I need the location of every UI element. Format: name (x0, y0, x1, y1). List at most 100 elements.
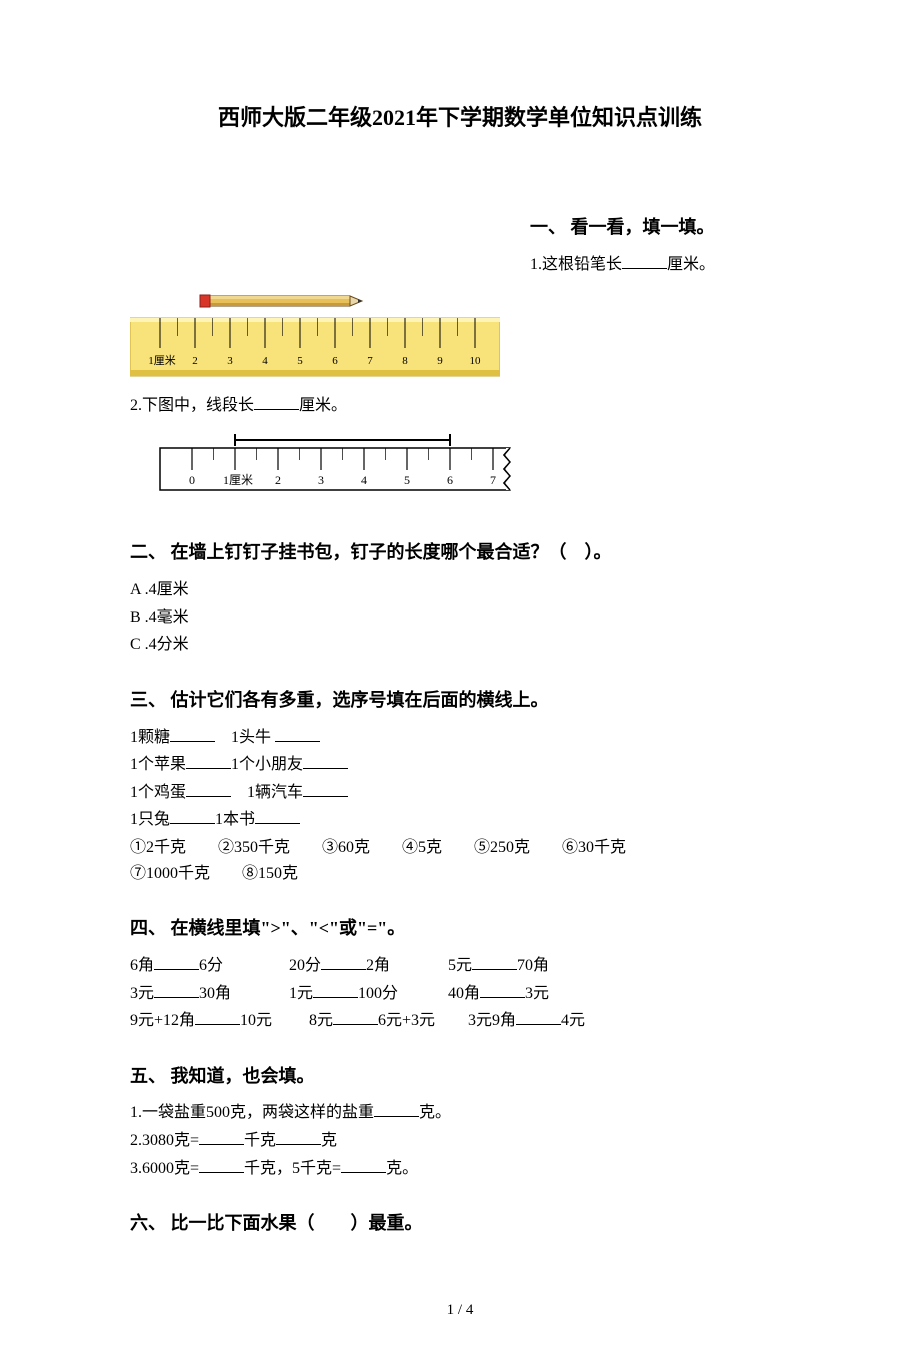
svg-text:6: 6 (332, 355, 338, 367)
ruler2-figure: 0 1厘米 2 3 4 5 6 7 (130, 430, 790, 500)
q1-suffix: 厘米。 (667, 256, 715, 273)
q5-3-blank2[interactable] (341, 1157, 386, 1173)
option-c[interactable]: C .4分米 (130, 632, 790, 658)
q4-1-1-l: 1元 (289, 985, 313, 1002)
q3-0-a: 1颗糖 (130, 729, 170, 746)
section-2-header: 二、 在墙上钉钉子挂书包，钉子的长度哪个最合适？（ ）。 (130, 538, 790, 567)
q4-2-0-blank[interactable] (195, 1009, 240, 1025)
q4-1-0-l: 3元 (130, 985, 154, 1002)
ruler-icon: 1厘米 2 3 4 5 6 7 8 9 10 (130, 318, 500, 376)
q4-0-2-l: 5元 (448, 957, 472, 974)
q5-1: 1.一袋盐重500克，两袋这样的盐重克。 (130, 1100, 790, 1126)
q4-1-2-r: 3元 (525, 985, 549, 1002)
svg-text:8: 8 (402, 355, 408, 367)
q4-2-1-r: 6元+3元 (378, 1012, 435, 1029)
q3-3-b-blank[interactable] (255, 808, 300, 824)
q3-choices-line1: ①2千克 ②350千克 ③60克 ④5克 ⑤250克 ⑥30千克 (130, 835, 790, 861)
q2-blank[interactable] (254, 394, 299, 410)
q4-0-0-l: 6角 (130, 957, 154, 974)
option-a[interactable]: A .4厘米 (130, 577, 790, 603)
q5-2-a: 2.3080克= (130, 1132, 199, 1149)
q1-text: 1.这根铅笔长 厘米。 (530, 252, 790, 278)
section-6-header: 六、 比一比下面水果（ ）最重。 (130, 1209, 790, 1238)
q3-choices-line2: ⑦1000千克 ⑧150克 (130, 861, 790, 887)
svg-text:1厘米: 1厘米 (148, 354, 176, 367)
q4-2-2-blank[interactable] (516, 1009, 561, 1025)
svg-text:1厘米: 1厘米 (223, 473, 253, 487)
q4-0-0-r: 6分 (199, 957, 223, 974)
svg-text:4: 4 (262, 355, 268, 367)
q4-0-2-blank[interactable] (472, 954, 517, 970)
ruler-pencil-figure: 1厘米 2 3 4 5 6 7 8 9 10 (130, 288, 790, 383)
svg-text:2: 2 (275, 473, 281, 487)
section-3-items: 1颗糖 1头牛 1个苹果 1个小朋友 1个鸡蛋 1辆汽车 1只兔 1本书 (130, 725, 790, 833)
q4-0-0-blank[interactable] (154, 954, 199, 970)
svg-text:5: 5 (404, 473, 410, 487)
q3-row-1: 1个苹果 1个小朋友 (130, 752, 790, 778)
section-3-header: 三、 估计它们各有多重，选序号填在后面的横线上。 (130, 686, 790, 715)
q3-1-a-blank[interactable] (186, 753, 231, 769)
q5-2-b: 千克 (244, 1132, 276, 1149)
option-b[interactable]: B .4毫米 (130, 605, 790, 631)
q5-3-a: 3.6000克= (130, 1160, 199, 1177)
q4-0-1-blank[interactable] (321, 954, 366, 970)
q3-1-a: 1个苹果 (130, 756, 186, 773)
q5-3-blank1[interactable] (199, 1157, 244, 1173)
q5-2-c: 克 (321, 1132, 337, 1149)
q3-1-b: 1个小朋友 (231, 756, 303, 773)
q1-blank[interactable] (622, 253, 667, 269)
q5-3-c: 克。 (386, 1160, 418, 1177)
svg-text:7: 7 (367, 355, 373, 367)
q3-0-a-blank[interactable] (170, 726, 215, 742)
section-2-options: A .4厘米 B .4毫米 C .4分米 (130, 577, 790, 658)
q3-3-a: 1只兔 (130, 811, 170, 828)
q4-1-1-blank[interactable] (313, 982, 358, 998)
svg-text:4: 4 (361, 473, 367, 487)
svg-text:2: 2 (192, 355, 198, 367)
q3-3-b: 1本书 (215, 811, 255, 828)
section-4-header: 四、 在横线里填">"、"<"或"="。 (130, 914, 790, 943)
q4-0-2-r: 70角 (517, 957, 549, 974)
q3-0-b-blank[interactable] (275, 726, 320, 742)
q3-1-b-blank[interactable] (303, 753, 348, 769)
q4-1-0-blank[interactable] (154, 982, 199, 998)
svg-text:9: 9 (437, 355, 443, 367)
q3-2-a-blank[interactable] (186, 781, 231, 797)
q4-2-2-r: 4元 (561, 1012, 585, 1029)
q2-text: 2.下图中，线段长 厘米。 (130, 393, 790, 419)
q3-row-3: 1只兔 1本书 (130, 807, 790, 833)
svg-text:5: 5 (297, 355, 303, 367)
q2-prefix: 2.下图中，线段长 (130, 397, 254, 414)
q4-2-1-blank[interactable] (333, 1009, 378, 1025)
q2-suffix: 厘米。 (299, 397, 347, 414)
section-1-header: 一、 看一看，填一填。 (530, 213, 790, 242)
q4-1-1-r: 100分 (358, 985, 398, 1002)
q5-2-blank2[interactable] (276, 1129, 321, 1145)
section-4-rows: 6角6分 20分2角 5元70角 3元30角 1元100分 40角3元 9元+1… (130, 953, 790, 1034)
q5-1-a: 1.一袋盐重500克，两袋这样的盐重 (130, 1104, 374, 1121)
q4-0-1-r: 2角 (366, 957, 390, 974)
q5-3: 3.6000克= 千克，5千克= 克。 (130, 1156, 790, 1182)
q3-2-b-blank[interactable] (303, 781, 348, 797)
q3-2-b: 1辆汽车 (247, 784, 303, 801)
q1-prefix: 1.这根铅笔长 (530, 256, 622, 273)
svg-text:6: 6 (447, 473, 453, 487)
q3-row-2: 1个鸡蛋 1辆汽车 (130, 780, 790, 806)
q4-2-0-r: 10元 (240, 1012, 272, 1029)
q4-1-2-blank[interactable] (480, 982, 525, 998)
q3-row-0: 1颗糖 1头牛 (130, 725, 790, 751)
q5-2: 2.3080克= 千克 克 (130, 1128, 790, 1154)
q4-1-0-r: 30角 (199, 985, 231, 1002)
svg-text:10: 10 (470, 355, 482, 367)
pencil-icon (200, 295, 362, 307)
section-3-choices: ①2千克 ②350千克 ③60克 ④5克 ⑤250克 ⑥30千克 ⑦1000千克… (130, 835, 790, 886)
q4-row-0: 6角6分 20分2角 5元70角 (130, 953, 790, 979)
q3-3-a-blank[interactable] (170, 808, 215, 824)
q5-3-b: 千克，5千克= (244, 1160, 341, 1177)
q4-row-1: 3元30角 1元100分 40角3元 (130, 981, 790, 1007)
q5-2-blank1[interactable] (199, 1129, 244, 1145)
section-5-header: 五、 我知道，也会填。 (130, 1062, 790, 1091)
q3-0-b: 1头牛 (231, 729, 271, 746)
q5-1-blank[interactable] (374, 1101, 419, 1117)
svg-text:3: 3 (318, 473, 324, 487)
